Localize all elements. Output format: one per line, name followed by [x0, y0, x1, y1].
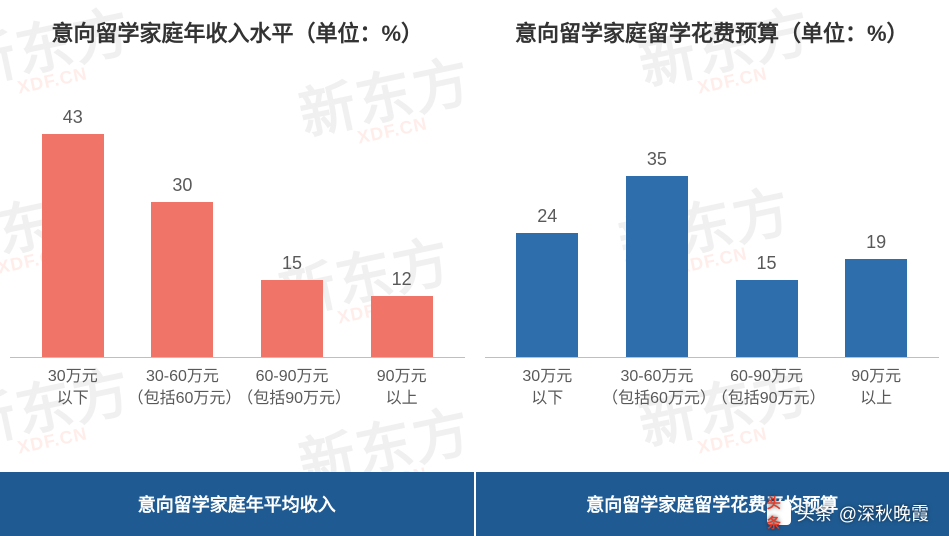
- x-axis-line: [485, 357, 940, 358]
- bar-group: 35: [602, 149, 712, 358]
- byline-prefix: 头条: [797, 500, 833, 526]
- bar-value-label: 12: [392, 269, 412, 290]
- bar: [845, 259, 907, 358]
- bar-group: 15: [237, 253, 347, 358]
- bar: [626, 176, 688, 358]
- budget-chart-title: 意向留学家庭留学花费预算（单位：%）: [485, 16, 940, 48]
- x-category-label: 30万元以下: [493, 366, 603, 409]
- footer-left: 意向留学家庭年平均收入: [0, 472, 476, 536]
- bar-group: 19: [821, 232, 931, 358]
- x-axis-line: [10, 357, 465, 358]
- income-chart-plot: 43 30 15 12: [10, 58, 465, 358]
- charts-container: 意向留学家庭年收入水平（单位：%） 43301512 30万元以下30-60万元…: [0, 0, 949, 430]
- x-category-label: 30-60万元（包括60万元）: [602, 366, 712, 409]
- bar: [736, 280, 798, 358]
- bar-value-label: 30: [172, 175, 192, 196]
- bar-value-label: 15: [282, 253, 302, 274]
- bar: [261, 280, 323, 358]
- budget-chart: 意向留学家庭留学花费预算（单位：%） 24 35 15 19 30万元以下30-60万…: [475, 0, 949, 430]
- income-chart-xlabels: 30万元以下30-60万元（包括60万元）60-90万元（包括90万元）90万元…: [10, 358, 465, 409]
- bar-value-label: 15: [757, 253, 777, 274]
- bar-value-label: 35: [647, 149, 667, 170]
- budget-chart-plot: 24 35 15 19: [485, 58, 940, 358]
- bar: [42, 134, 104, 358]
- bar-group: 15: [712, 253, 822, 358]
- bar: [151, 202, 213, 358]
- income-chart-title: 意向留学家庭年收入水平（单位：%）: [10, 16, 465, 48]
- bar-value-label: 24: [537, 206, 557, 227]
- byline-handle: @深秋晚霞: [839, 500, 929, 526]
- bar-group: 30: [128, 175, 238, 358]
- x-category-label: 60-90万元（包括90万元）: [237, 366, 347, 409]
- x-category-label: 60-90万元（包括90万元）: [712, 366, 822, 409]
- x-category-label: 90万元以上: [347, 366, 457, 409]
- toutiao-icon: 头条: [767, 501, 791, 525]
- income-chart: 意向留学家庭年收入水平（单位：%） 43 30 15 12 30万元以下30-60万元…: [0, 0, 475, 430]
- x-category-label: 90万元以上: [821, 366, 931, 409]
- budget-chart-xlabels: 30万元以下30-60万元（包括60万元）60-90万元（包括90万元）90万元…: [485, 358, 940, 409]
- bar-value-label: 43: [63, 107, 83, 128]
- bar: [371, 296, 433, 358]
- bar-group: 24: [493, 206, 603, 358]
- bar-value-label: 19: [866, 232, 886, 253]
- x-category-label: 30万元以下: [18, 366, 128, 409]
- bar-group: 43: [18, 107, 128, 358]
- bar-group: 12: [347, 269, 457, 358]
- x-category-label: 30-60万元（包括60万元）: [128, 366, 238, 409]
- bar: [516, 233, 578, 358]
- byline: 头条 头条 @深秋晚霞: [767, 500, 929, 526]
